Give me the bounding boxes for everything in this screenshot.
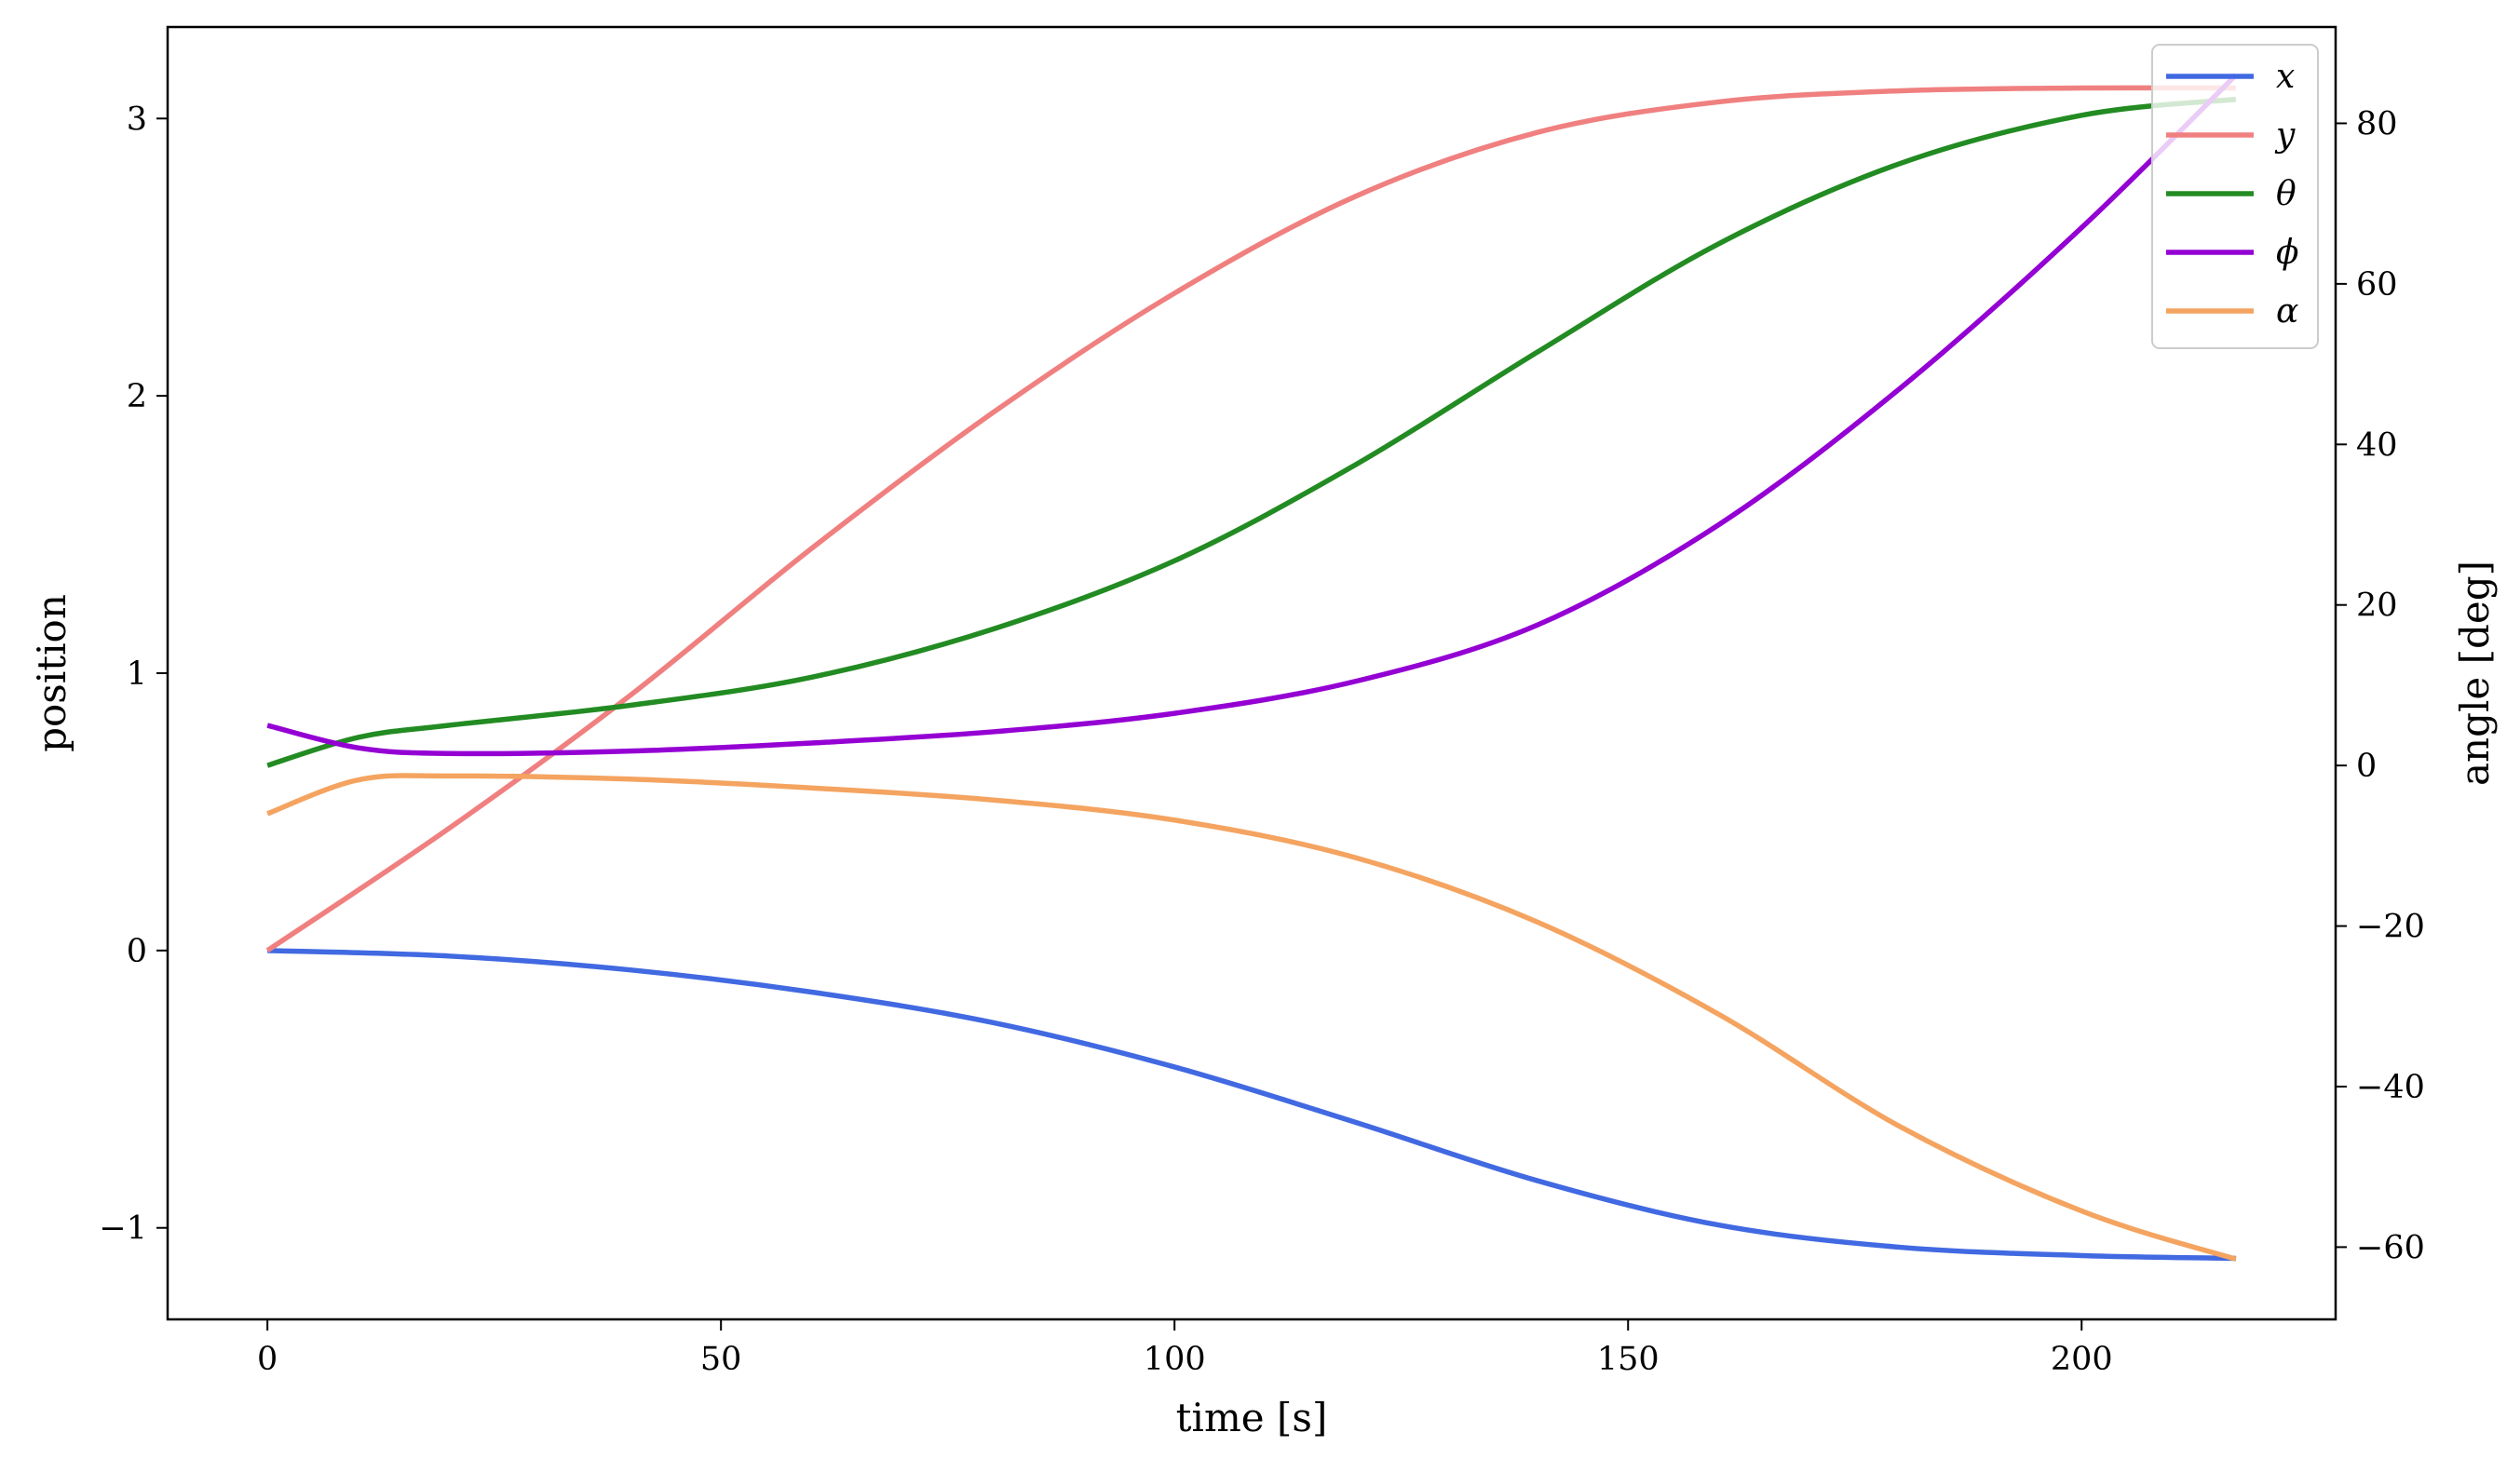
plot-area — [168, 27, 2336, 1319]
y2-tick-label: 80 — [2356, 105, 2398, 142]
x-tick-label: 200 — [2051, 1341, 2113, 1378]
y2-tick-label: 40 — [2356, 426, 2398, 464]
x-tick-label: 150 — [1597, 1341, 1660, 1378]
series-layer — [265, 73, 2238, 1262]
y2-tick-label: −40 — [2356, 1069, 2425, 1106]
series-line-1 — [265, 85, 2236, 953]
y-tick-label: 2 — [127, 378, 147, 415]
y2-tick-label: −60 — [2356, 1229, 2425, 1266]
legend-label: y — [2274, 116, 2296, 155]
y2-tick-label: 60 — [2356, 266, 2398, 304]
legend-label: θ — [2276, 175, 2296, 213]
y2-axis-label: angle [deg] — [2452, 561, 2498, 786]
series-line-3 — [266, 73, 2238, 757]
y-tick-label: 3 — [127, 101, 147, 138]
y2-tick-label: −20 — [2356, 909, 2425, 946]
x-tick-label: 0 — [257, 1341, 278, 1378]
series-line-4 — [266, 773, 2237, 1262]
y-tick-label: −1 — [99, 1210, 147, 1248]
legend-label: α — [2276, 292, 2298, 331]
series-line-2 — [266, 96, 2237, 768]
y-axis-label: position — [29, 594, 75, 752]
legend-box — [2151, 44, 2319, 349]
x-tick-label: 100 — [1144, 1341, 1206, 1378]
series-line-0 — [267, 948, 2236, 1262]
x-tick-label: 50 — [700, 1341, 742, 1378]
x-axis-label: time [s] — [1176, 1395, 1328, 1440]
y2-tick-label: 0 — [2356, 748, 2377, 785]
x-axis-ticks: 0 50 100 150 200 — [257, 1319, 2113, 1378]
legend-label: x — [2276, 58, 2295, 96]
legend-label: ϕ — [2276, 234, 2299, 272]
y2-tick-label: 20 — [2356, 588, 2398, 625]
y-tick-label: 0 — [127, 933, 147, 970]
y-tick-label: 1 — [127, 655, 147, 693]
y-axis-ticks: −1 0 1 2 3 — [99, 101, 168, 1248]
y2-axis-ticks: −60 −40 −20 0 20 40 60 80 — [2336, 105, 2425, 1266]
